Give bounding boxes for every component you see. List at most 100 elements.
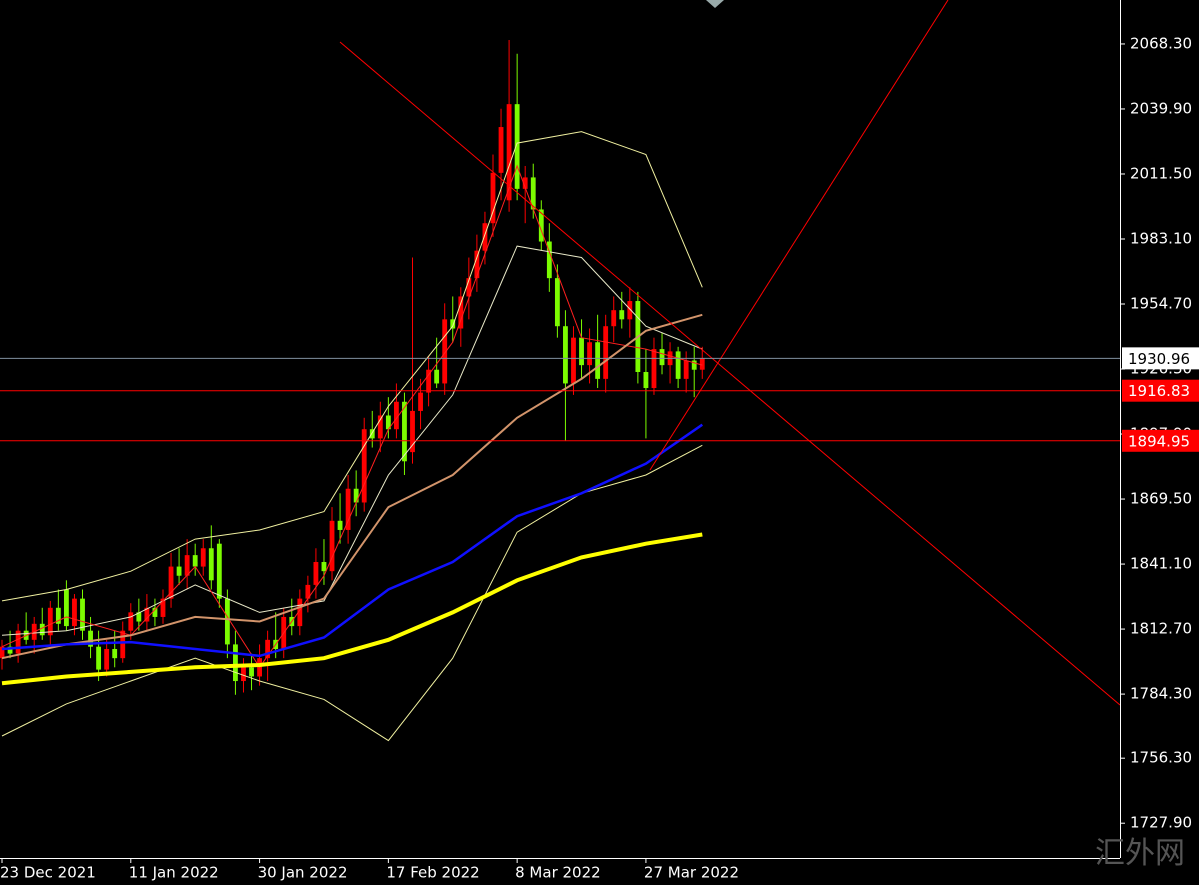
candle-body xyxy=(482,223,488,251)
candle-body xyxy=(603,326,609,379)
candle-body xyxy=(353,488,359,503)
candle-body xyxy=(587,342,592,366)
candle-body xyxy=(426,369,432,393)
candle-body xyxy=(241,667,246,682)
x-tick-label: 23 Dec 2021 xyxy=(0,864,96,882)
price-tag-label: 1894.95 xyxy=(1128,432,1190,450)
candle-body xyxy=(530,177,536,210)
y-tick-label: 1983.10 xyxy=(1130,229,1192,247)
candle-body xyxy=(55,607,61,624)
candle-body xyxy=(506,104,512,201)
candle-body xyxy=(200,548,206,567)
candle-body xyxy=(369,429,375,439)
candle-body xyxy=(72,598,77,627)
candle-body xyxy=(47,607,53,636)
candle-body xyxy=(305,584,311,599)
indicator-line xyxy=(1,164,703,669)
candle-body xyxy=(579,337,584,366)
candle-body xyxy=(514,104,520,189)
scroll-marker xyxy=(706,0,724,8)
candle-body xyxy=(563,326,568,384)
candle-body xyxy=(498,127,504,173)
candle-body xyxy=(265,639,271,659)
y-tick-label: 2039.90 xyxy=(1130,99,1192,117)
watermark: 汇外网 xyxy=(1095,836,1185,871)
candle-body xyxy=(345,488,351,530)
candle-body xyxy=(144,607,150,622)
x-tick-label: 17 Feb 2022 xyxy=(386,864,479,882)
y-tick-label: 1954.70 xyxy=(1130,295,1192,313)
candle-body xyxy=(88,630,93,647)
price-tag-label: 1916.83 xyxy=(1128,382,1190,400)
candle-body xyxy=(434,369,440,384)
y-tick-label: 1812.70 xyxy=(1130,620,1192,638)
indicator-line xyxy=(1,444,703,742)
indicator-line xyxy=(1,313,703,660)
candle-body xyxy=(659,349,665,366)
candle-body xyxy=(337,520,343,530)
candle-body xyxy=(538,209,544,242)
candle-body xyxy=(522,177,528,189)
candle-body xyxy=(466,278,472,297)
candle-body xyxy=(224,598,230,645)
candle-body xyxy=(683,360,689,379)
candle-body xyxy=(385,415,391,430)
candle-body xyxy=(0,646,5,659)
candle-body xyxy=(120,630,126,659)
candle-body xyxy=(233,644,238,682)
candle-body xyxy=(321,562,327,572)
candle-body xyxy=(216,543,222,599)
candle-body xyxy=(160,598,166,617)
candle-body xyxy=(15,630,21,654)
trend-line xyxy=(339,41,1121,706)
candle-body xyxy=(442,319,448,384)
candle-body xyxy=(297,598,303,627)
candle-body xyxy=(402,401,407,462)
candle-body xyxy=(176,566,182,576)
indicator-line xyxy=(1,245,703,636)
x-tick-label: 30 Jan 2022 xyxy=(258,864,348,882)
x-tick-label: 8 Mar 2022 xyxy=(515,864,601,882)
candle-body xyxy=(63,589,69,627)
candle-body xyxy=(611,310,617,327)
candle-body xyxy=(595,342,601,379)
y-tick-label: 1869.50 xyxy=(1130,490,1192,508)
x-tick-label: 27 Mar 2022 xyxy=(644,864,739,882)
y-tick-label: 1841.10 xyxy=(1130,555,1192,573)
candle-body xyxy=(699,358,705,370)
y-tick-label: 2011.50 xyxy=(1130,164,1192,182)
indicator-line xyxy=(1,423,704,658)
candle-body xyxy=(313,562,319,585)
candle-body xyxy=(96,646,102,670)
price-tag xyxy=(1122,429,1199,452)
candle-body xyxy=(128,612,134,631)
candle-body xyxy=(377,415,383,439)
candle-body xyxy=(474,250,480,279)
candle-body xyxy=(627,301,633,320)
price-tag-label: 1930.96 xyxy=(1128,350,1190,368)
candle-body xyxy=(104,648,110,670)
candle-body xyxy=(450,319,456,329)
candle-body xyxy=(651,349,657,389)
y-tick-label: 1756.30 xyxy=(1130,749,1192,767)
x-tick-label: 11 Jan 2022 xyxy=(129,864,219,882)
candle-body xyxy=(152,607,158,617)
candle-body xyxy=(208,548,214,581)
candle-body xyxy=(546,241,552,279)
candle-body xyxy=(418,392,423,411)
candle-body xyxy=(571,337,576,384)
candle-body xyxy=(410,410,415,453)
candle-body xyxy=(249,667,254,677)
candle-body xyxy=(168,566,174,599)
candle-body xyxy=(393,401,399,430)
candle-body xyxy=(691,360,697,370)
candle-body xyxy=(361,429,367,503)
candle-body xyxy=(192,555,198,567)
y-tick-label: 1784.30 xyxy=(1130,685,1192,703)
candle-body xyxy=(39,623,45,636)
y-tick-label: 1727.90 xyxy=(1130,814,1192,832)
trend-line xyxy=(649,0,949,471)
candle-body xyxy=(184,555,190,576)
